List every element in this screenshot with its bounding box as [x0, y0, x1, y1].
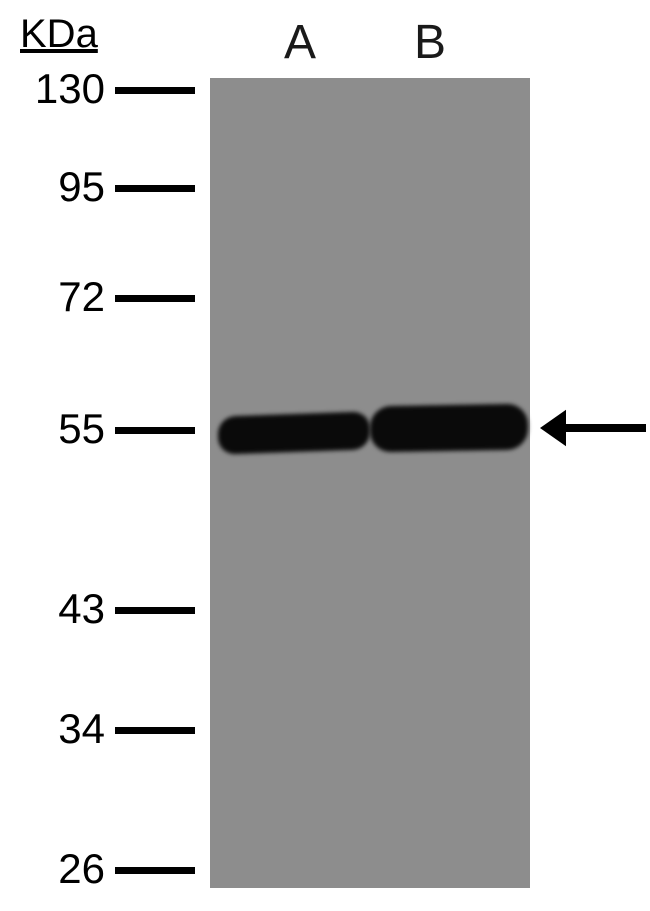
marker-tick-55	[115, 427, 195, 434]
marker-label-26: 26	[58, 845, 105, 893]
marker-tick-34	[115, 727, 195, 734]
band-arrow	[540, 402, 646, 454]
marker-tick-72	[115, 295, 195, 302]
blot-membrane	[210, 78, 530, 888]
marker-label-130: 130	[35, 65, 105, 113]
band-B	[370, 404, 528, 453]
unit-label: KDa	[20, 12, 98, 57]
marker-tick-130	[115, 87, 195, 94]
marker-label-72: 72	[58, 273, 105, 321]
lane-label-B: B	[414, 15, 446, 70]
marker-tick-95	[115, 185, 195, 192]
marker-tick-43	[115, 607, 195, 614]
marker-tick-26	[115, 867, 195, 874]
marker-label-34: 34	[58, 705, 105, 753]
marker-label-95: 95	[58, 163, 105, 211]
blot-figure: KDa 130 95 72 55 43 34 26 A B	[0, 0, 650, 911]
marker-label-43: 43	[58, 585, 105, 633]
marker-label-55: 55	[58, 405, 105, 453]
lane-label-A: A	[284, 15, 316, 70]
band-A	[218, 411, 370, 454]
